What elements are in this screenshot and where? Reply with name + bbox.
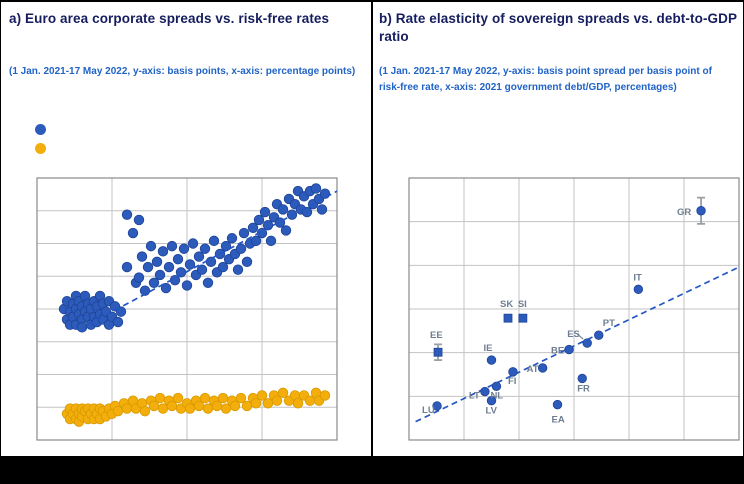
country-label-AT: AT — [527, 364, 539, 375]
trendline-a — [87, 190, 338, 326]
country-label-EA: EA — [552, 415, 565, 426]
country-label-IE: IE — [484, 343, 493, 354]
scatter-chart-corporate-spreads — [36, 177, 338, 441]
panel-a-legend — [35, 124, 46, 154]
country-points — [432, 206, 706, 411]
country-label-SI: SI — [518, 299, 527, 310]
country-label-LV: LV — [486, 406, 498, 417]
legend-dot-yellow — [35, 143, 46, 154]
country-label-PT: PT — [603, 318, 615, 329]
country-label-BE: BE — [551, 346, 564, 357]
country-label-FR: FR — [577, 383, 590, 394]
country-label-FI: FI — [508, 376, 516, 387]
plot-frame — [36, 177, 338, 441]
panel-b-subtitle: (1 Jan. 2021-17 May 2022, y-axis: basis … — [379, 66, 712, 93]
panel-a-title: a) Euro area corporate spreads vs. risk-… — [9, 11, 330, 26]
legend-dot-blue — [35, 124, 46, 135]
country-label-LT: LT — [469, 391, 480, 402]
gridlines — [409, 178, 739, 440]
country-label-ES: ES — [567, 329, 580, 340]
plot-frame — [408, 177, 740, 441]
series-blue — [58, 183, 331, 333]
panel-b-title: b) Rate elasticity of sovereign spreads … — [379, 11, 737, 45]
country-label-GR: GR — [677, 207, 691, 218]
country-label-EE: EE — [430, 330, 443, 341]
panel-divider — [371, 2, 373, 459]
series-yellow — [61, 387, 331, 427]
panel-a-subtitle: (1 Jan. 2021-17 May 2022, y-axis: basis … — [9, 66, 356, 77]
country-label-NL: NL — [490, 390, 503, 401]
country-label-SK: SK — [500, 299, 513, 310]
country-label-IT: IT — [633, 272, 642, 283]
country-label-LU: LU — [422, 405, 435, 416]
footer-bar — [1, 456, 743, 483]
